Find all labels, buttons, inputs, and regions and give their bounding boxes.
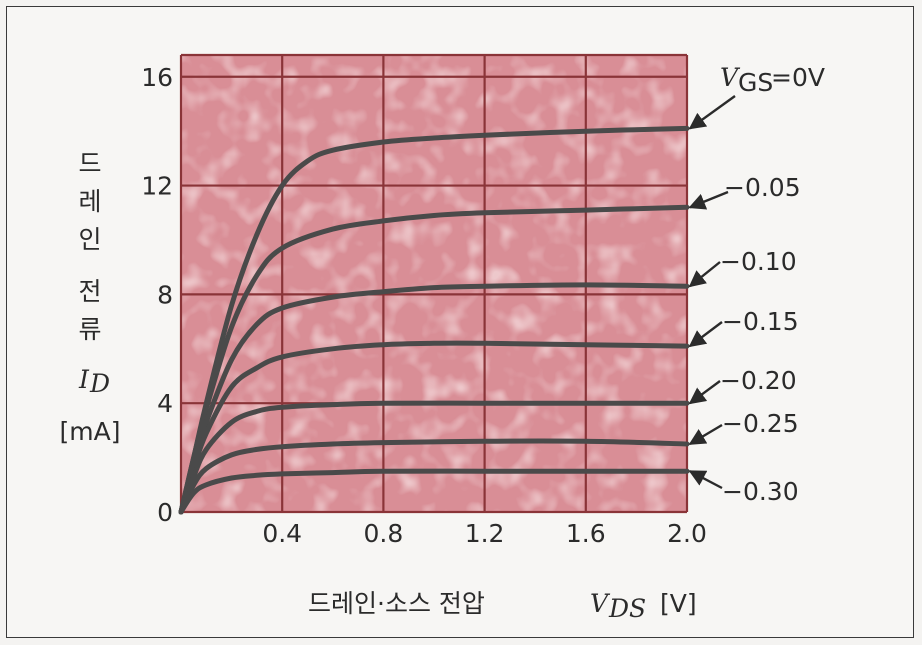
series-curve-6 (178, 468, 690, 515)
series-arrow-6 (688, 470, 723, 490)
series-curve-5 (178, 438, 690, 515)
y-tick-label-1: 4 (157, 389, 173, 418)
ylabel-var: I (78, 365, 90, 394)
x-tick-label-4: 2.0 (667, 519, 707, 548)
series-label-0-var: V (720, 63, 741, 92)
ylabel-sub: D (89, 369, 110, 398)
xlabel-text: 드레인·소스 전압 (308, 589, 485, 618)
x-tick-label-3: 1.6 (566, 519, 606, 548)
series-label-6: −0.30 (722, 477, 799, 506)
ylabel-char-2: 인 (78, 225, 101, 254)
series-arrow-0 (688, 95, 736, 130)
series-arrow-3 (688, 321, 723, 348)
series-label-5: −0.25 (722, 409, 799, 438)
series-arrow-1 (688, 190, 729, 210)
tick-labels: 0 4 8 12 16 0.4 0.8 1.2 1.6 2.0 (141, 63, 707, 548)
series-arrow-4 (688, 380, 721, 405)
series-arrows (688, 95, 736, 490)
series-curve-4 (178, 400, 690, 515)
series-label-3: −0.15 (722, 307, 799, 336)
x-tick-label-0: 0.4 (262, 519, 302, 548)
ylabel-char-4: 류 (78, 315, 101, 344)
x-axis-label: 드레인·소스 전압 V DS [V] (308, 589, 697, 623)
ylabel-char-1: 레 (78, 187, 101, 216)
series-arrow-5 (688, 423, 723, 446)
y-tick-label-0: 0 (157, 498, 173, 527)
y-tick-label-4: 16 (141, 63, 173, 92)
series-label-2: −0.10 (720, 247, 797, 276)
series-labels: V GS =0V −0.05 −0.10 −0.15 −0.20 −0.25 −… (720, 63, 825, 506)
ylabel-char-3: 전 (78, 277, 101, 306)
series-label-1: −0.05 (724, 173, 801, 202)
xlabel-sub: DS (608, 594, 646, 623)
xlabel-var: V (590, 589, 611, 618)
series-label-4: −0.20 (720, 366, 797, 395)
series-curve-2 (178, 282, 690, 515)
ylabel-unit: [mA] (60, 417, 121, 446)
y-tick-label-2: 8 (157, 280, 173, 309)
series-curve-3 (178, 340, 690, 515)
grid (179, 53, 689, 514)
series-label-0-rest: =0V (771, 63, 825, 92)
xlabel-unit: [V] (660, 589, 697, 618)
y-tick-label-3: 12 (141, 172, 173, 201)
series-label-0-sub: GS (738, 68, 773, 97)
x-tick-label-1: 0.8 (364, 519, 404, 548)
ylabel-char-0: 드 (78, 149, 101, 178)
x-tick-label-2: 1.2 (465, 519, 505, 548)
y-axis-label: 드 레 인 전 류 I D [mA] (60, 149, 121, 446)
series-arrow-2 (688, 261, 721, 288)
series-curves (178, 125, 690, 515)
series-curve-1 (178, 204, 690, 515)
